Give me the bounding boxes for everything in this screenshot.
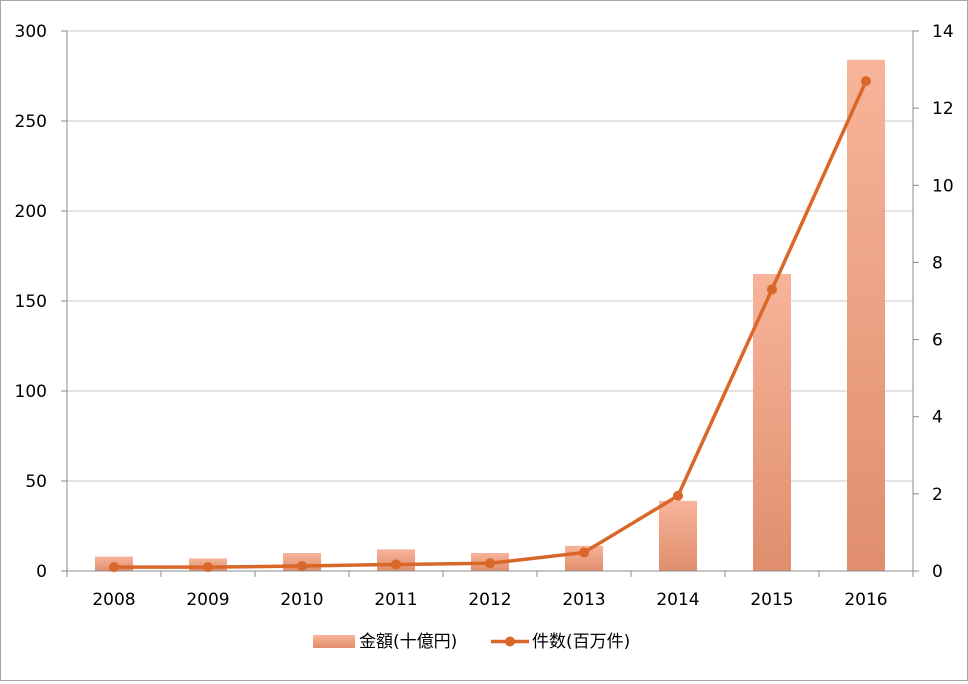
- legend-label-line: 件数(百万件): [532, 632, 630, 652]
- bar-series: [95, 59, 885, 572]
- x-tick-label: 2011: [374, 590, 417, 610]
- y-left-tick-label: 200: [15, 202, 47, 222]
- y-left-tick-label: 300: [15, 22, 47, 42]
- tick-labels: 0 50 100 150 200 250 300 0 2 4 6 8 10 12 14 2008 2009 201…: [15, 22, 954, 610]
- y-left-tick-label: 250: [15, 112, 47, 132]
- line-point: [485, 558, 495, 569]
- y-right-tick-label: 8: [932, 253, 943, 273]
- x-tick-label: 2010: [280, 590, 323, 610]
- line-point: [861, 76, 871, 87]
- line-point: [767, 284, 777, 295]
- x-tick-label: 2015: [750, 590, 793, 610]
- x-tick-label: 2013: [562, 590, 605, 610]
- bar: [753, 274, 791, 571]
- x-tick-label: 2009: [186, 590, 229, 610]
- bar: [659, 500, 697, 571]
- line-point: [109, 562, 119, 573]
- line-point: [297, 560, 307, 571]
- legend-swatch-marker: [505, 636, 515, 647]
- line-point: [391, 559, 401, 570]
- legend-label-bar: 金額(十億円): [359, 632, 457, 652]
- y-right-tick-label: 2: [932, 485, 943, 505]
- y-right-tick-label: 0: [932, 562, 943, 582]
- legend-swatch-bar: [313, 635, 355, 648]
- x-tick-label: 2014: [656, 590, 699, 610]
- legend: 金額(十億円) 件数(百万件): [313, 632, 630, 652]
- x-tick-label: 2016: [844, 590, 887, 610]
- y-right-tick-label: 6: [932, 331, 943, 351]
- y-right-tick-label: 12: [932, 99, 954, 119]
- y-right-tick-label: 4: [932, 408, 943, 428]
- y-left-tick-label: 100: [15, 382, 47, 402]
- line-point: [203, 562, 213, 573]
- y-left-tick-label: 50: [25, 472, 47, 492]
- line-point: [579, 547, 589, 558]
- x-tick-label: 2012: [468, 590, 511, 610]
- y-left-tick-label: 150: [15, 292, 47, 312]
- line-point: [673, 490, 683, 501]
- x-tick-label: 2008: [92, 590, 135, 610]
- y-right-tick-label: 14: [932, 22, 954, 42]
- y-left-tick-label: 0: [36, 562, 47, 582]
- bar: [847, 59, 885, 572]
- y-right-tick-label: 10: [932, 176, 954, 196]
- line-series: [109, 76, 871, 573]
